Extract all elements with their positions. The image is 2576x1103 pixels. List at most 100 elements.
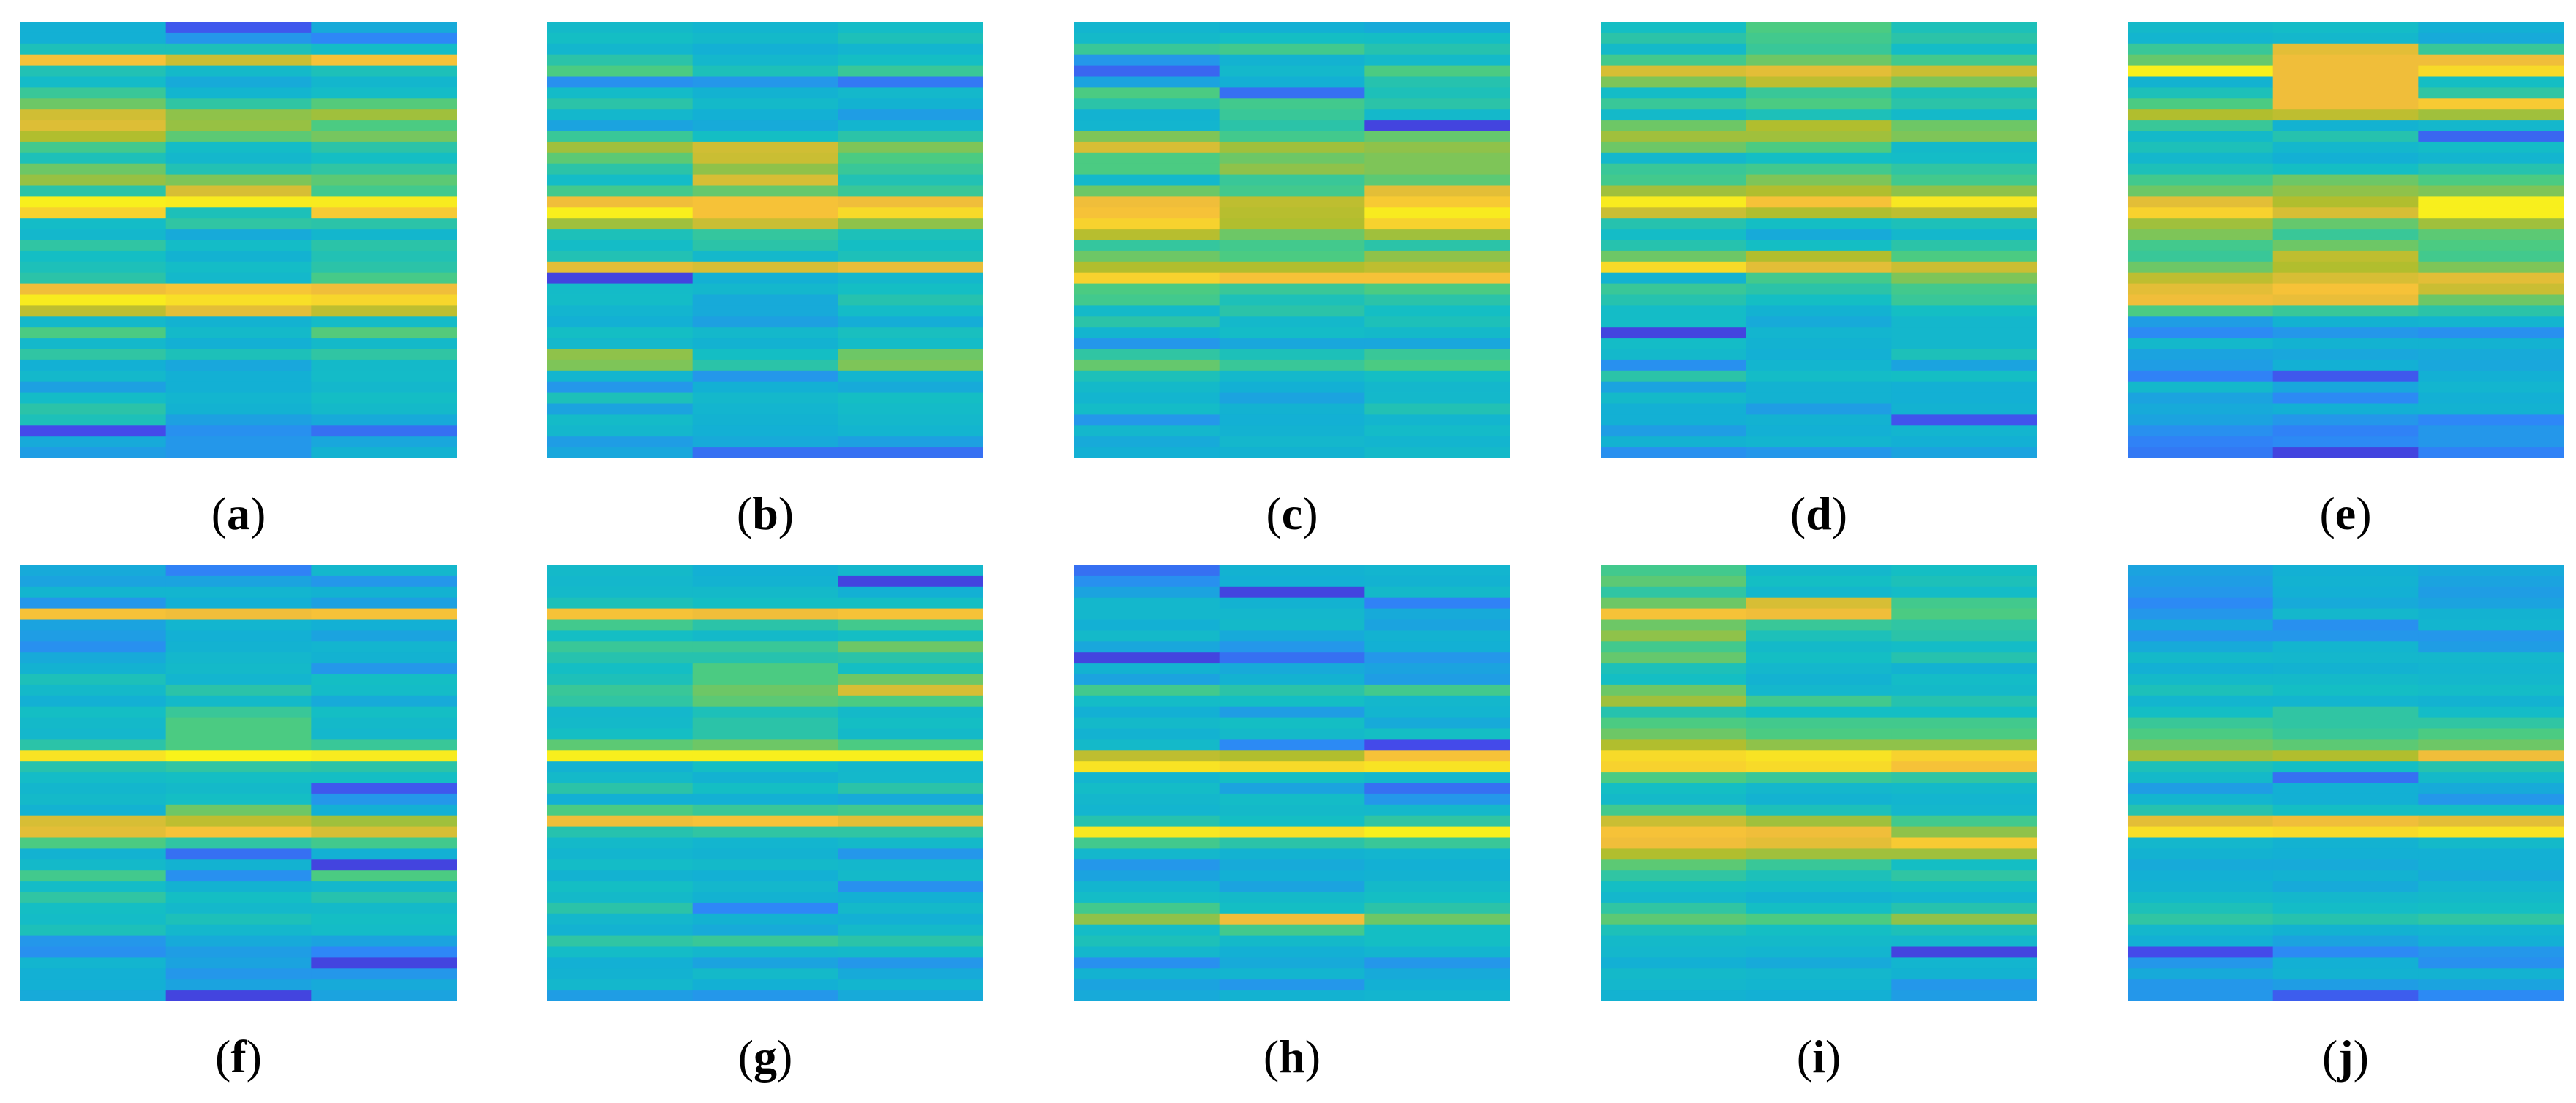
heatmap-cell	[1891, 370, 2037, 383]
heatmap-cell	[311, 261, 457, 274]
heatmap-cell	[1074, 761, 1220, 773]
heatmap-cell	[2128, 663, 2274, 675]
heatmap-cell	[2128, 575, 2274, 588]
heatmap-cell	[165, 22, 312, 34]
heatmap-cell	[1219, 957, 1365, 969]
heatmap-cell	[1364, 946, 1510, 958]
heatmap-cell	[2272, 283, 2419, 296]
heatmap-cell	[1219, 141, 1365, 154]
heatmap-cell	[1891, 305, 2037, 317]
heatmap-cell	[1891, 283, 2037, 296]
heatmap-cell	[311, 43, 457, 56]
heatmap-cell	[547, 641, 694, 653]
heatmap-cell	[20, 913, 167, 926]
heatmap-cell	[1074, 109, 1220, 121]
heatmap-cell	[165, 436, 312, 448]
heatmap-cell	[692, 109, 838, 121]
heatmap-cell	[2418, 32, 2564, 45]
heatmap-cell	[165, 870, 312, 882]
heatmap-cell	[2128, 695, 2274, 708]
heatmap-cell	[311, 761, 457, 773]
heatmap-cell	[547, 229, 694, 241]
heatmap-cell	[2128, 957, 2274, 969]
heatmap-cell	[1891, 761, 2037, 773]
heatmap-cell	[165, 403, 312, 415]
heatmap-cell	[2272, 436, 2419, 448]
heatmap-cell	[2128, 261, 2274, 274]
heatmap-cell	[311, 120, 457, 132]
heatmap-cell	[1891, 261, 2037, 274]
heatmap-cell	[1364, 65, 1510, 78]
heatmap-cell	[2418, 739, 2564, 751]
heatmap-cell	[1364, 131, 1510, 143]
heatmap-cell	[165, 76, 312, 88]
heatmap-cell	[547, 359, 694, 372]
heatmap-cell	[2418, 619, 2564, 631]
heatmap-cell	[1219, 793, 1365, 806]
heatmap-cell	[20, 359, 167, 372]
heatmap-cell	[1746, 22, 1892, 34]
heatmap-cell	[692, 349, 838, 361]
heatmap-cell	[20, 739, 167, 751]
heatmap-cell	[2418, 684, 2564, 697]
heatmap-cell	[1219, 892, 1365, 904]
heatmap-e	[2128, 22, 2564, 458]
heatmap-cell	[1601, 43, 1747, 56]
heatmap-cell	[1891, 185, 2037, 197]
heatmap-cell	[2128, 968, 2274, 980]
heatmap-cell	[1891, 630, 2037, 642]
heatmap-cell	[165, 283, 312, 296]
heatmap-cell	[838, 804, 983, 817]
heatmap-cell	[692, 403, 838, 415]
heatmap-cell	[692, 207, 838, 219]
heatmap-cell	[1601, 859, 1747, 871]
heatmap-cell	[1364, 425, 1510, 437]
heatmap-cell	[2272, 892, 2419, 904]
heatmap-cell	[20, 349, 167, 361]
heatmap-cell	[547, 706, 694, 719]
heatmap-cell	[1601, 641, 1747, 653]
heatmap-cell	[2272, 414, 2419, 426]
heatmap-cell	[311, 381, 457, 394]
heatmap-cell	[2272, 141, 2419, 154]
heatmap-cell	[1219, 22, 1365, 34]
heatmap-cell	[547, 750, 694, 762]
heatmap-cell	[311, 76, 457, 88]
heatmap-cell	[1601, 913, 1747, 926]
heatmap-cell	[1601, 338, 1747, 350]
heatmap-cell	[2128, 240, 2274, 252]
heatmap-cell	[1364, 152, 1510, 165]
heatmap-cell	[165, 619, 312, 631]
heatmap-cell	[20, 109, 167, 121]
heatmap-cell	[2418, 979, 2564, 991]
heatmap-cell	[2418, 772, 2564, 784]
heatmap-cell	[311, 815, 457, 828]
panel-h: (h)	[1074, 565, 1510, 1080]
heatmap-cell	[692, 641, 838, 653]
heatmap-cell	[2272, 152, 2419, 165]
heatmap-cell	[1364, 968, 1510, 980]
heatmap-cell	[2418, 902, 2564, 915]
heatmap-cell	[165, 575, 312, 588]
heatmap-cell	[547, 608, 694, 621]
heatmap-cell	[2128, 848, 2274, 860]
heatmap-cell	[692, 783, 838, 795]
heatmap-cell	[1746, 392, 1892, 405]
heatmap-cell	[838, 174, 983, 187]
heatmap-cell	[692, 957, 838, 969]
heatmap-cell	[1219, 848, 1365, 860]
heatmap-cell	[2272, 359, 2419, 372]
heatmap-cell	[547, 935, 694, 948]
heatmap-cell	[838, 359, 983, 372]
heatmap-cell	[165, 804, 312, 817]
heatmap-cell	[2418, 414, 2564, 426]
heatmap-cell	[2272, 750, 2419, 762]
heatmap-cell	[1601, 447, 1747, 458]
heatmap-cell	[1601, 630, 1747, 642]
heatmap-cell	[1074, 728, 1220, 740]
heatmap-cell	[1601, 240, 1747, 252]
heatmap-cell	[1074, 695, 1220, 708]
heatmap-cell	[2128, 870, 2274, 882]
heatmap-cell	[692, 359, 838, 372]
heatmap-cell	[1746, 305, 1892, 317]
